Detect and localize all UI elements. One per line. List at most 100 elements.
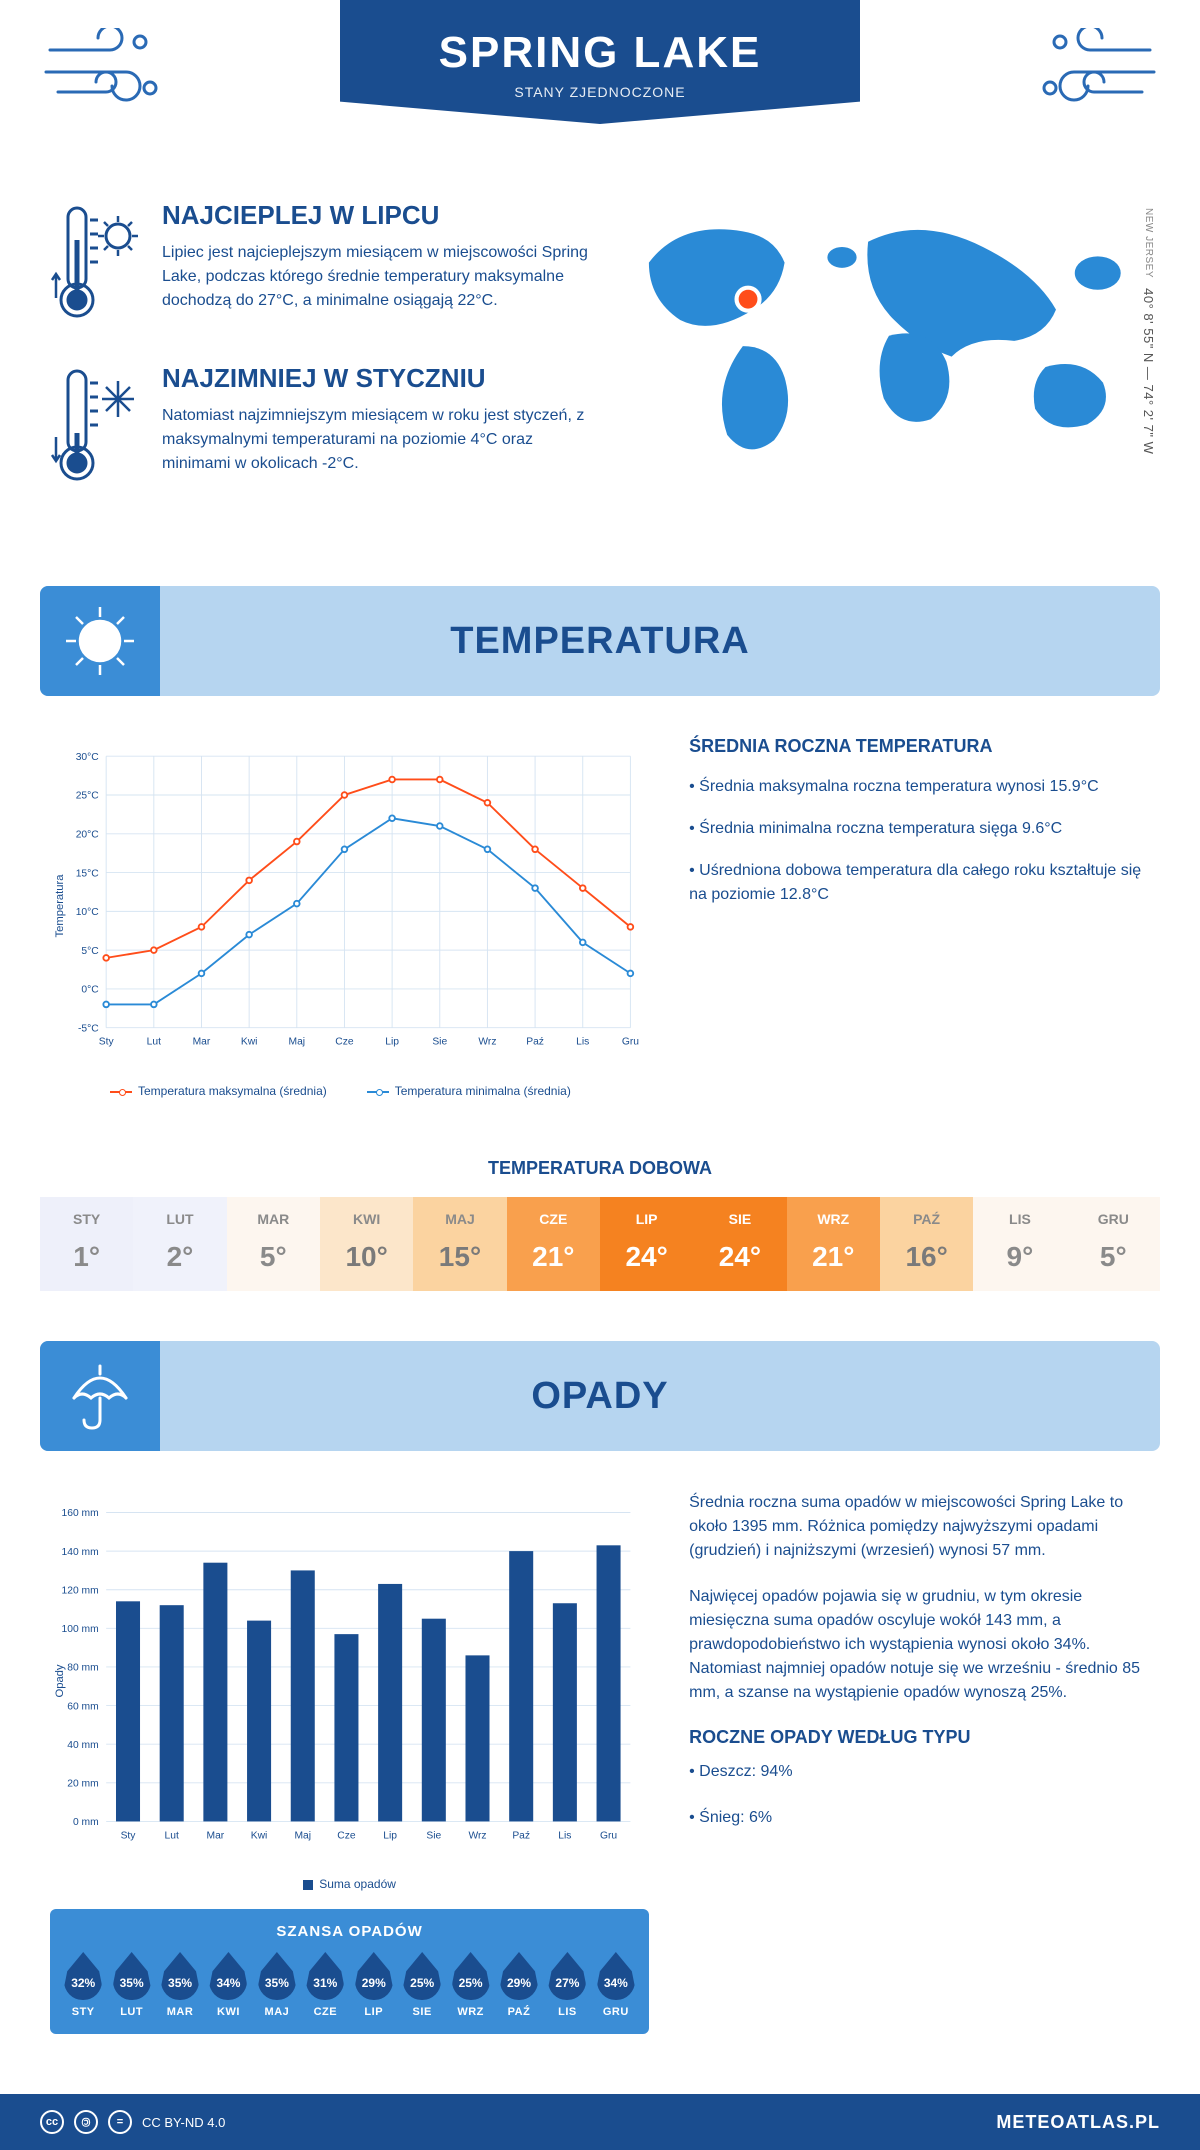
chance-title: SZANSA OPADÓW — [62, 1923, 637, 1940]
chance-drop: 29%PAŹ — [498, 1952, 540, 2018]
svg-text:-5°C: -5°C — [78, 1023, 99, 1034]
svg-text:25°C: 25°C — [76, 791, 100, 802]
coords-place: NEW JERSEY — [1143, 208, 1154, 278]
world-map: NEW JERSEY 40° 8' 55" N — 74° 2' 7" W — [628, 200, 1150, 526]
chance-drop: 32%STY — [62, 1952, 104, 2018]
intro-section: NAJCIEPLEJ W LIPCU Lipiec jest najcieple… — [0, 180, 1200, 566]
svg-text:Lis: Lis — [558, 1830, 571, 1841]
title-banner: SPRING LAKE STANY ZJEDNOCZONE — [340, 0, 860, 124]
svg-text:Kwi: Kwi — [251, 1830, 268, 1841]
daily-cell: SIE24° — [693, 1197, 786, 1291]
svg-text:Temperatura: Temperatura — [54, 874, 66, 938]
daily-cell: PAŹ16° — [880, 1197, 973, 1291]
svg-text:Sie: Sie — [432, 1037, 447, 1048]
section-temperature-bar: TEMPERATURA — [40, 586, 1160, 696]
wind-icon — [40, 28, 170, 123]
header: SPRING LAKE STANY ZJEDNOCZONE — [0, 0, 1200, 180]
wind-icon — [1030, 28, 1160, 123]
svg-text:Mar: Mar — [193, 1037, 211, 1048]
svg-text:60 mm: 60 mm — [67, 1701, 98, 1712]
fact-hot-title: NAJCIEPLEJ W LIPCU — [162, 200, 598, 231]
chance-drop: 25%SIE — [401, 1952, 443, 2018]
svg-text:100 mm: 100 mm — [62, 1624, 99, 1635]
svg-text:Paź: Paź — [512, 1830, 530, 1841]
fact-cold-title: NAJZIMNIEJ W STYCZNIU — [162, 363, 598, 394]
precip-type-0: • Deszcz: 94% — [689, 1760, 1150, 1784]
chance-drop: 35%MAJ — [256, 1952, 298, 2018]
temp-summary-heading: ŚREDNIA ROCZNA TEMPERATURA — [689, 736, 1150, 757]
precip-legend: Suma opadów — [319, 1877, 396, 1891]
thermometer-hot-icon — [50, 200, 140, 335]
daily-cell: KWI10° — [320, 1197, 413, 1291]
svg-text:Mar: Mar — [207, 1830, 225, 1841]
daily-cell: GRU5° — [1067, 1197, 1160, 1291]
precip-type-heading: ROCZNE OPADY WEDŁUG TYPU — [689, 1727, 1150, 1748]
chance-drop: 34%KWI — [207, 1952, 249, 2018]
chance-drop: 35%LUT — [110, 1952, 152, 2018]
license-text: CC BY-ND 4.0 — [142, 2115, 225, 2130]
daily-cell: STY1° — [40, 1197, 133, 1291]
chance-drop: 25%WRZ — [449, 1952, 491, 2018]
svg-text:Maj: Maj — [294, 1830, 311, 1841]
svg-text:0 mm: 0 mm — [73, 1817, 99, 1828]
svg-text:80 mm: 80 mm — [67, 1663, 98, 1674]
temp-bullet-1: • Średnia minimalna roczna temperatura s… — [689, 817, 1150, 841]
svg-text:140 mm: 140 mm — [62, 1547, 99, 1558]
svg-text:Lis: Lis — [576, 1037, 589, 1048]
legend-min: Temperatura minimalna (średnia) — [395, 1084, 571, 1098]
thermometer-cold-icon — [50, 363, 140, 498]
svg-text:Maj: Maj — [289, 1037, 306, 1048]
svg-text:Cze: Cze — [337, 1830, 356, 1841]
svg-text:20°C: 20°C — [76, 830, 100, 841]
chance-drop: 27%LIS — [546, 1952, 588, 2018]
svg-text:10°C: 10°C — [76, 907, 100, 918]
sun-icon — [40, 586, 160, 696]
nd-icon: = — [108, 2110, 132, 2134]
svg-text:5°C: 5°C — [81, 946, 99, 957]
svg-text:Lip: Lip — [383, 1830, 397, 1841]
temp-bullet-0: • Średnia maksymalna roczna temperatura … — [689, 775, 1150, 799]
legend-max: Temperatura maksymalna (średnia) — [138, 1084, 327, 1098]
chance-drop: 31%CZE — [304, 1952, 346, 2018]
fact-cold: NAJZIMNIEJ W STYCZNIU Natomiast najzimni… — [50, 363, 598, 498]
svg-text:Lip: Lip — [385, 1037, 399, 1048]
section-precip-title: OPADY — [531, 1375, 668, 1418]
svg-text:Opady: Opady — [54, 1664, 66, 1697]
svg-text:Wrz: Wrz — [468, 1830, 486, 1841]
svg-text:Gru: Gru — [622, 1037, 639, 1048]
svg-text:Sty: Sty — [121, 1830, 137, 1841]
svg-text:Lut: Lut — [165, 1830, 179, 1841]
umbrella-icon — [40, 1341, 160, 1451]
svg-text:Sie: Sie — [426, 1830, 441, 1841]
chance-drop: 35%MAR — [159, 1952, 201, 2018]
precip-p1: Średnia roczna suma opadów w miejscowośc… — [689, 1491, 1150, 1563]
svg-text:Wrz: Wrz — [478, 1037, 496, 1048]
fact-hot-body: Lipiec jest najcieplejszym miesiącem w m… — [162, 241, 598, 313]
precip-type-1: • Śnieg: 6% — [689, 1806, 1150, 1830]
svg-text:40 mm: 40 mm — [67, 1740, 98, 1751]
daily-cell: LIP24° — [600, 1197, 693, 1291]
daily-cell: MAJ15° — [413, 1197, 506, 1291]
svg-text:Gru: Gru — [600, 1830, 617, 1841]
by-icon: 🄯 — [74, 2110, 98, 2134]
chance-drop: 34%GRU — [595, 1952, 637, 2018]
footer: cc 🄯 = CC BY-ND 4.0 METEOATLAS.PL — [0, 2094, 1200, 2150]
daily-temp-grid: STY1°LUT2°MAR5°KWI10°MAJ15°CZE21°LIP24°S… — [40, 1197, 1160, 1291]
section-precip-bar: OPADY — [40, 1341, 1160, 1451]
section-temperature-title: TEMPERATURA — [450, 620, 750, 663]
temp-bullet-2: • Uśredniona dobowa temperatura dla całe… — [689, 859, 1150, 907]
daily-cell: CZE21° — [507, 1197, 600, 1291]
coordinates: NEW JERSEY 40° 8' 55" N — 74° 2' 7" W — [1141, 208, 1156, 454]
precip-p2: Najwięcej opadów pojawia się w grudniu, … — [689, 1585, 1150, 1705]
daily-temp-title: TEMPERATURA DOBOWA — [0, 1158, 1200, 1179]
precip-summary: Średnia roczna suma opadów w miejscowośc… — [689, 1491, 1150, 2034]
svg-text:120 mm: 120 mm — [62, 1585, 99, 1596]
svg-text:Kwi: Kwi — [241, 1037, 258, 1048]
svg-text:Lut: Lut — [147, 1037, 161, 1048]
temperature-line-chart: -5°C0°C5°C10°C15°C20°C25°C30°CStyLutMarK… — [50, 736, 649, 1098]
page: SPRING LAKE STANY ZJEDNOCZONE NAJCIEPLEJ… — [0, 0, 1200, 2150]
page-title: SPRING LAKE — [340, 28, 860, 78]
chance-drop: 29%LIP — [353, 1952, 395, 2018]
svg-text:Cze: Cze — [335, 1037, 354, 1048]
daily-cell: WRZ21° — [787, 1197, 880, 1291]
